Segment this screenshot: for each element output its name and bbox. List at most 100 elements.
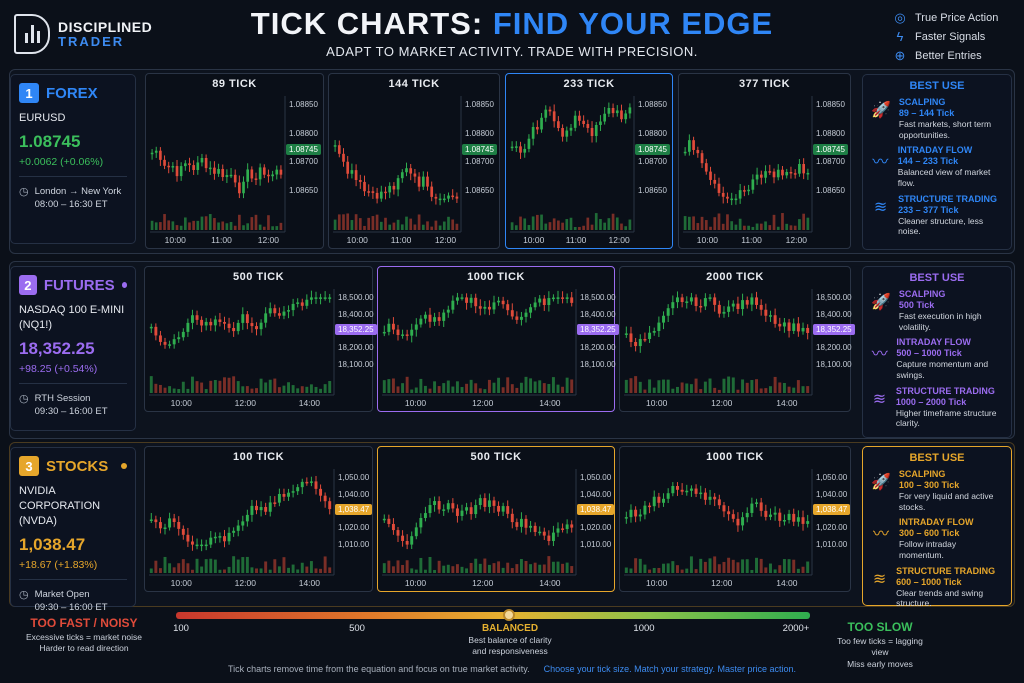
best-use-item: 〰 INTRADAY FLOW 144 – 233 Tick Balanced vie… — [871, 145, 1003, 188]
candle-body — [204, 544, 208, 547]
candle-body — [666, 308, 670, 316]
volume-bar — [689, 384, 693, 393]
strategy-desc: Follow intraday momentum. — [898, 539, 957, 560]
volume-bar — [282, 385, 286, 393]
candle-body — [271, 174, 274, 177]
volume-bar — [409, 218, 413, 230]
session-name: RTH Session — [34, 392, 91, 404]
volume-bar — [241, 386, 245, 393]
candle-body — [333, 145, 337, 147]
scale-tick-label: 1000 — [633, 623, 655, 634]
x-tick-label: 10:00 — [646, 398, 668, 408]
volume-bar — [628, 219, 632, 230]
volume-bar — [703, 561, 707, 573]
candle-body — [451, 300, 455, 310]
volume-bar — [731, 377, 735, 393]
candle-body — [533, 302, 537, 308]
volume-bar — [750, 380, 754, 393]
tick-chart[interactable]: 377 TICK 1.08850 1.08800 1.08700 1.08650 1.08… — [678, 73, 851, 249]
volume-bar — [229, 221, 233, 230]
session-hours: 09:30 – 16:00 ET — [34, 405, 108, 417]
candle-body — [279, 169, 283, 175]
candle-body — [731, 514, 735, 519]
volume-bar — [204, 559, 208, 573]
best-use-item: 🚀 SCALPING 100 – 300 Tick For very liquid a… — [871, 469, 1003, 512]
tick-chart[interactable]: 89 TICK 1.08850 1.08800 1.08700 1.08650 1.087… — [145, 73, 324, 249]
volume-bar — [287, 567, 291, 573]
volume-bar — [264, 561, 268, 573]
candle-body — [469, 507, 473, 515]
candle-body — [209, 537, 213, 545]
candle-body — [492, 302, 496, 310]
status-dot-icon — [121, 282, 127, 288]
tick-chart[interactable]: 500 TICK18,500.0018,400.0018,300.0018,20… — [144, 266, 377, 412]
tick-chart[interactable]: 100 TICK1,050.001,040.001,030.001,020.00… — [144, 446, 373, 592]
feature-item: ⊕ Better Entries — [893, 46, 1018, 65]
candle-body — [721, 192, 725, 197]
volume-bar — [778, 382, 782, 393]
candle-body — [586, 123, 590, 128]
volume-bar — [319, 388, 323, 393]
candle-body — [648, 505, 652, 508]
volume-bar — [552, 218, 556, 230]
volume-bar — [363, 225, 366, 230]
volume-bar — [350, 220, 354, 230]
candle-body — [236, 525, 240, 531]
volume-bar — [200, 566, 204, 573]
volume-bar — [787, 559, 791, 573]
volume-bar — [241, 557, 245, 573]
x-tick-label: 11:00 — [565, 235, 587, 245]
volume-bar — [731, 559, 735, 573]
volume-bar — [519, 559, 523, 573]
tick-chart[interactable]: 2000 TICK18,500.0018,400.0018,300.0018,2… — [619, 266, 855, 412]
volume-bar — [309, 561, 313, 573]
volume-bar — [328, 567, 332, 573]
best-use-item: 〰 INTRADAY FLOW 300 – 600 Tick Follow intra… — [871, 517, 1003, 560]
chart-canvas — [624, 469, 813, 576]
candle-body — [342, 153, 345, 162]
volume-bar — [648, 569, 652, 573]
y-tick-label: 18,100.00 — [338, 360, 374, 370]
candle-body — [233, 174, 237, 183]
candle-body — [510, 146, 514, 149]
candle-body — [264, 507, 268, 512]
candle-body — [414, 324, 418, 330]
chart-title: 1000 TICK — [706, 451, 764, 463]
candle-body — [801, 517, 805, 524]
candle-body — [768, 315, 772, 317]
candle-body — [267, 174, 270, 177]
candle-body — [750, 297, 754, 305]
tick-chart[interactable]: 144 TICK 1.08850 1.08800 1.08700 1.08650 1.08… — [328, 73, 500, 249]
tick-chart[interactable]: 1000 TICK18,500.0018,400.0018,300.0018,2… — [377, 266, 619, 412]
volume-bar — [773, 376, 777, 393]
candle-body — [268, 308, 272, 314]
candle-body — [802, 164, 806, 174]
candle-body — [628, 107, 632, 114]
tick-chart[interactable]: 233 TICK 1.08850 1.08800 1.08700 1.08650 1.08… — [505, 73, 673, 249]
volume-bar — [423, 385, 427, 393]
candle-body — [460, 297, 464, 299]
candle-body — [455, 297, 459, 301]
y-tick-label: 1,020.00 — [338, 523, 370, 533]
x-tick-label: 12:00 — [234, 578, 256, 588]
volume-bar — [726, 214, 729, 230]
candle-body — [699, 305, 703, 308]
candle-body — [652, 331, 656, 333]
candle-body — [149, 326, 153, 329]
candle-body — [218, 536, 222, 538]
volume-bar — [474, 383, 478, 393]
candle-body — [209, 321, 213, 326]
volume-bar — [483, 389, 487, 393]
candle-body — [624, 333, 628, 335]
tick-chart[interactable]: 1000 TICK1,050.001,040.001,030.001,020.0… — [619, 446, 851, 592]
volume-bar — [603, 222, 607, 230]
volume-bar — [703, 381, 707, 393]
candle-body — [764, 171, 767, 178]
volume-bar — [772, 214, 776, 230]
tick-chart[interactable]: 500 TICK1,050.001,040.001,030.001,020.00… — [377, 446, 615, 592]
volume-bar — [680, 569, 684, 573]
candle-body — [594, 124, 598, 137]
volume-bar — [291, 564, 295, 573]
volume-bar — [497, 561, 501, 573]
too-fast-desc: Harder to read direction — [39, 643, 129, 654]
